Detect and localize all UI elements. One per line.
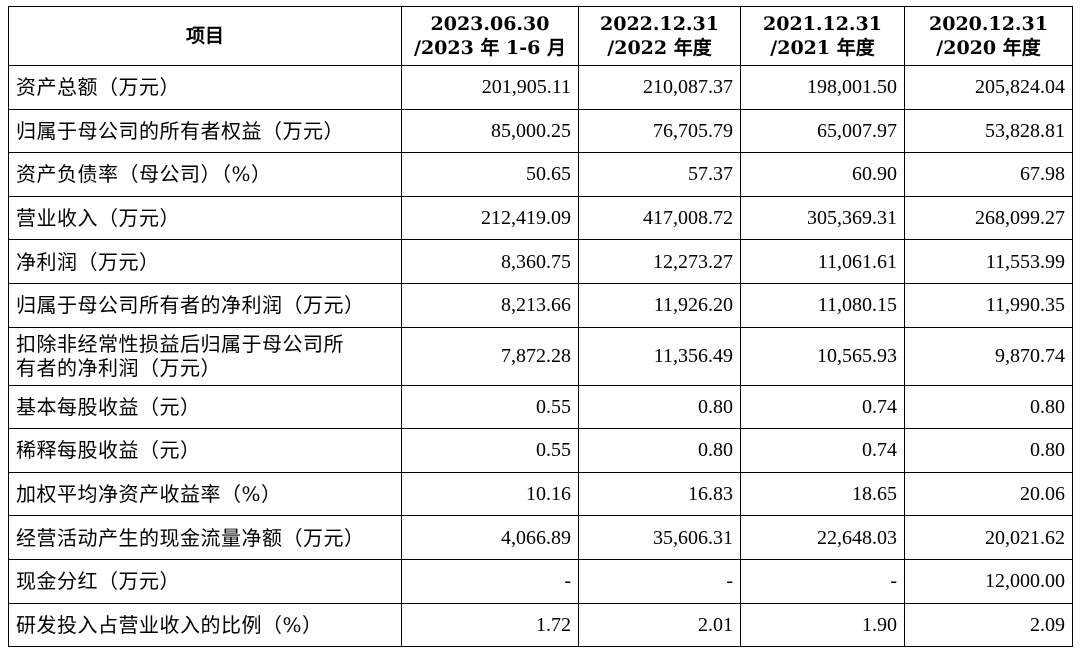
- cell-value: 67.98: [904, 152, 1073, 197]
- cell-value: 198,001.50: [740, 65, 905, 110]
- cell-value: 11,061.61: [740, 239, 905, 284]
- cell-value: 205,824.04: [904, 65, 1073, 110]
- table-row: 经营活动产生的现金流量净额（万元） 4,066.89 35,606.31 22,…: [8, 515, 1073, 560]
- cell-value: 11,080.15: [740, 282, 905, 328]
- cell-value: 85,000.25: [401, 108, 579, 154]
- cell-value: 20,021.62: [904, 515, 1073, 560]
- row-label: 资产总额（万元）: [8, 65, 402, 110]
- header-period-2021: 2021.12.31 /2021 年度: [740, 6, 905, 66]
- row-label: 稀释每股收益（元）: [8, 428, 402, 473]
- cell-value: 268,099.27: [904, 195, 1073, 241]
- cell-value: 10.16: [401, 471, 579, 517]
- table-row: 归属于母公司所有者的净利润（万元） 8,213.66 11,926.20 11,…: [8, 282, 1073, 328]
- table-row: 扣除非经常性损益后归属于母公司所 有者的净利润（万元） 7,872.28 11,…: [8, 326, 1073, 386]
- cell-value: 0.74: [740, 428, 905, 473]
- cell-value: 8,360.75: [401, 239, 579, 284]
- cell-value: 53,828.81: [904, 108, 1073, 154]
- header-date: 2023.06.30: [430, 13, 550, 35]
- cell-value: 210,087.37: [578, 65, 741, 110]
- table-row: 稀释每股收益（元） 0.55 0.80 0.74 0.80: [8, 428, 1073, 473]
- cell-value: 0.80: [904, 428, 1073, 473]
- header-period: /2021 年度: [770, 37, 875, 59]
- cell-value: 0.55: [401, 428, 579, 473]
- cell-value: 8,213.66: [401, 282, 579, 328]
- cell-value: 4,066.89: [401, 515, 579, 560]
- cell-value: 2.09: [904, 602, 1073, 648]
- header-date: 2020.12.31: [929, 13, 1048, 35]
- cell-value: -: [578, 558, 741, 604]
- table-row: 净利润（万元） 8,360.75 12,273.27 11,061.61 11,…: [8, 239, 1073, 284]
- cell-value: 11,926.20: [578, 282, 741, 328]
- row-label: 现金分红（万元）: [8, 558, 402, 604]
- cell-value: 305,369.31: [740, 195, 905, 241]
- header-date: 2021.12.31: [763, 13, 882, 35]
- row-label-line: 有者的净利润（万元）: [16, 356, 221, 381]
- cell-value: 0.80: [578, 428, 741, 473]
- cell-value: 50.65: [401, 152, 579, 197]
- cell-value: 417,008.72: [578, 195, 741, 241]
- header-period-2023h1: 2023.06.30 /2023 年 1-6 月: [401, 6, 579, 66]
- cell-value: 76,705.79: [578, 108, 741, 154]
- row-label: 研发投入占营业收入的比例（%）: [8, 602, 402, 648]
- table-row: 研发投入占营业收入的比例（%） 1.72 2.01 1.90 2.09: [8, 602, 1073, 648]
- row-label: 净利润（万元）: [8, 239, 402, 284]
- cell-value: 7,872.28: [401, 326, 579, 386]
- cell-value: 12,273.27: [578, 239, 741, 284]
- row-label: 归属于母公司所有者的净利润（万元）: [8, 282, 402, 328]
- table-header-row: 项目 2023.06.30 /2023 年 1-6 月 2022.12.31 /…: [8, 6, 1073, 66]
- cell-value: 11,553.99: [904, 239, 1073, 284]
- cell-value: 18.65: [740, 471, 905, 517]
- cell-value: 10,565.93: [740, 326, 905, 386]
- cell-value: 9,870.74: [904, 326, 1073, 386]
- header-period-2020: 2020.12.31 /2020 年度: [904, 6, 1073, 66]
- cell-value: 60.90: [740, 152, 905, 197]
- cell-value: 11,990.35: [904, 282, 1073, 328]
- row-label: 归属于母公司的所有者权益（万元）: [8, 108, 402, 154]
- row-label-line: 扣除非经常性损益后归属于母公司所: [16, 332, 344, 357]
- cell-value: 212,419.09: [401, 195, 579, 241]
- cell-value: 0.74: [740, 384, 905, 430]
- cell-value: 2.01: [578, 602, 741, 648]
- row-label: 资产负债率（母公司）（%）: [8, 152, 402, 197]
- row-label: 加权平均净资产收益率（%）: [8, 471, 402, 517]
- row-label: 经营活动产生的现金流量净额（万元）: [8, 515, 402, 560]
- cell-value: 1.90: [740, 602, 905, 648]
- cell-value: 20.06: [904, 471, 1073, 517]
- cell-value: 0.55: [401, 384, 579, 430]
- cell-value: 0.80: [904, 384, 1073, 430]
- header-date: 2022.12.31: [600, 13, 719, 35]
- cell-value: 11,356.49: [578, 326, 741, 386]
- financial-table-container: 项目 2023.06.30 /2023 年 1-6 月 2022.12.31 /…: [8, 6, 1073, 648]
- header-period: /2022 年度: [607, 37, 712, 59]
- table-row: 资产负债率（母公司）（%） 50.65 57.37 60.90 67.98: [8, 152, 1073, 197]
- table-row: 现金分红（万元） - - - 12,000.00: [8, 558, 1073, 604]
- header-period: /2023 年 1-6 月: [414, 37, 566, 59]
- cell-value: 22,648.03: [740, 515, 905, 560]
- table-row: 资产总额（万元） 201,905.11 210,087.37 198,001.5…: [8, 65, 1073, 110]
- cell-value: 1.72: [401, 602, 579, 648]
- cell-value: 57.37: [578, 152, 741, 197]
- header-period: /2020 年度: [936, 37, 1041, 59]
- table-row: 营业收入（万元） 212,419.09 417,008.72 305,369.3…: [8, 195, 1073, 241]
- cell-value: 12,000.00: [904, 558, 1073, 604]
- cell-value: -: [740, 558, 905, 604]
- row-label: 营业收入（万元）: [8, 195, 402, 241]
- header-period-2022: 2022.12.31 /2022 年度: [578, 6, 741, 66]
- header-item: 项目: [8, 6, 402, 66]
- cell-value: -: [401, 558, 579, 604]
- table-row: 基本每股收益（元） 0.55 0.80 0.74 0.80: [8, 384, 1073, 430]
- row-label: 扣除非经常性损益后归属于母公司所 有者的净利润（万元）: [8, 326, 402, 386]
- table-row: 加权平均净资产收益率（%） 10.16 16.83 18.65 20.06: [8, 471, 1073, 517]
- financial-summary-table: 项目 2023.06.30 /2023 年 1-6 月 2022.12.31 /…: [8, 6, 1073, 648]
- table-row: 归属于母公司的所有者权益（万元） 85,000.25 76,705.79 65,…: [8, 108, 1073, 154]
- cell-value: 35,606.31: [578, 515, 741, 560]
- cell-value: 65,007.97: [740, 108, 905, 154]
- cell-value: 16.83: [578, 471, 741, 517]
- cell-value: 201,905.11: [401, 65, 579, 110]
- row-label: 基本每股收益（元）: [8, 384, 402, 430]
- cell-value: 0.80: [578, 384, 741, 430]
